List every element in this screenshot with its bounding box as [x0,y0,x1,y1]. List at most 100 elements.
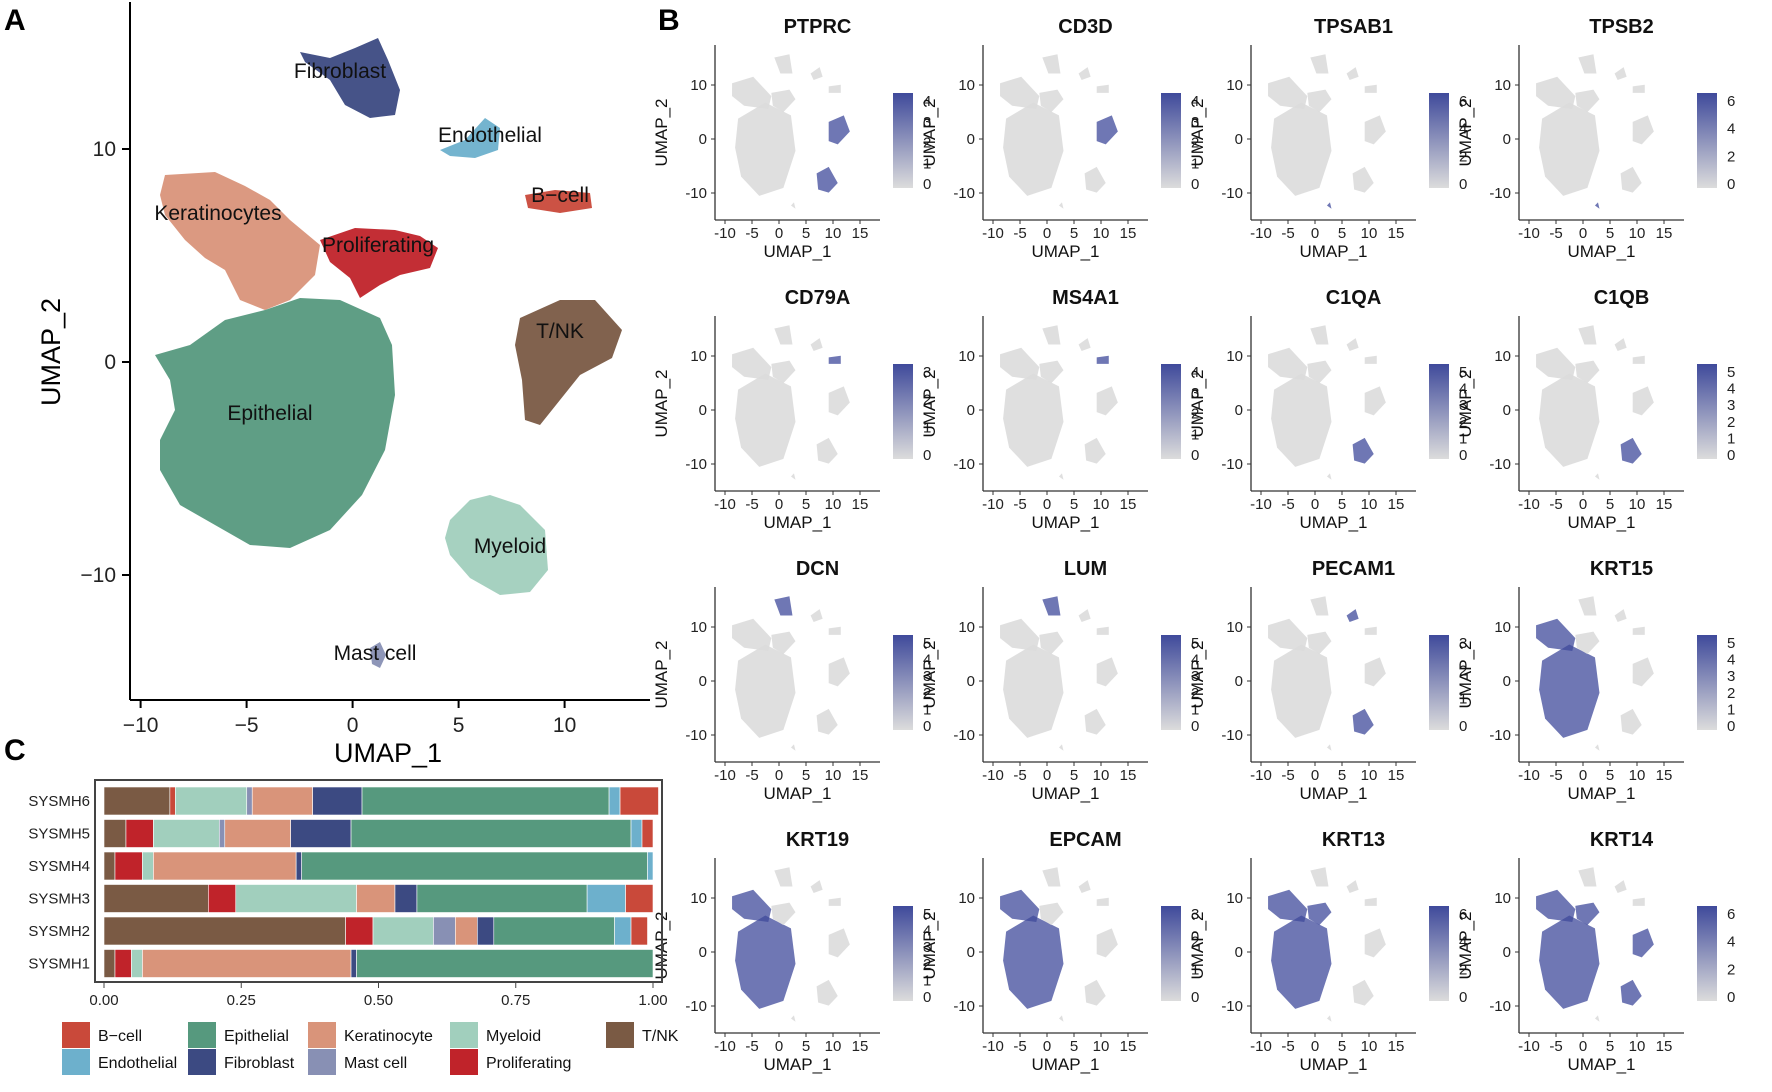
bar-segment [301,851,648,881]
color-scale-label: 2 [1191,934,1199,951]
feature-region-endo [1078,67,1091,80]
umap-x-ticks: −10 −5 0 5 10 [123,700,576,737]
feature-region-myeloid [816,979,838,1006]
bar-segment [372,916,434,946]
feature-region-bcell [1096,897,1109,906]
feature-region-mast [1326,744,1332,751]
color-scale-bar [1161,906,1181,1001]
bar-category-label: SYSMH2 [28,923,90,940]
feature-plot-title: MS4A1 [1052,287,1119,309]
feature-region-epi [735,915,796,1009]
feature-x-tick-label: 10 [1361,496,1378,513]
feature-region-myeloid [1084,166,1106,193]
feature-x-tick-label: 5 [1338,225,1346,242]
feature-region-fibro [1578,54,1597,74]
feature-region-prolif [771,89,796,113]
feature-region-bcell [1632,355,1645,364]
feature-x-tick-label: -10 [982,225,1004,242]
feature-x-tick-label: 5 [802,1038,810,1055]
feature-x-tick-label: -10 [1518,496,1540,513]
feature-region-endo [1614,609,1627,622]
feature-x-tick-label: -10 [1250,225,1272,242]
legend-label: Epithelial [224,1028,289,1045]
color-scale-label: 1 [1191,701,1199,718]
feature-region-kera [1268,76,1308,109]
feature-region-kera [1536,889,1576,922]
feature-y-tick-label: 10 [1494,890,1511,907]
bar-segment [356,949,654,978]
color-scale-label: 0 [1191,447,1199,464]
x-tick-label: −5 [235,714,259,737]
feature-x-tick-label: 5 [1606,767,1614,784]
feature-plot-title: KRT13 [1322,829,1385,851]
bar-segment [295,851,302,881]
feature-y-tick-label: 0 [967,673,975,690]
feature-x-tick-label: -5 [745,767,758,784]
feature-region-kera [732,347,772,380]
feature-region-bcell [1364,626,1377,635]
feature-x-tick-label: -10 [1518,1038,1540,1055]
feature-region-mast [1594,1015,1600,1022]
panel-letter-c: C [4,734,26,767]
legend-swatch [188,1022,216,1048]
feature-region-epi [1003,915,1064,1009]
feature-region-endo [1078,338,1091,351]
bar-segment [416,884,588,913]
color-scale-label: 6 [1459,93,1467,110]
cluster-label: Endothelial [438,124,542,147]
feature-x-tick-label: 15 [1388,225,1405,242]
color-scale-label: 4 [1727,934,1735,951]
feature-region-bcell [1364,84,1377,93]
feature-x-tick-label: 15 [852,496,869,513]
feature-x-tick-label: 0 [1311,767,1319,784]
feature-x-tick-label: 10 [1093,496,1110,513]
feature-x-tick-label: 15 [1656,225,1673,242]
feature-x-tick-label: 5 [1070,1038,1078,1055]
feature-y-title: UMAP_2 [1456,98,1475,166]
feature-x-tick-label: 10 [1629,225,1646,242]
bar-segment [345,916,374,946]
color-scale-label: 2 [1191,135,1199,152]
feature-x-tick-label: 15 [1120,1038,1137,1055]
feature-x-title: UMAP_1 [763,1055,831,1074]
color-scale-label: 4 [1727,381,1735,398]
feature-x-tick-label: -5 [745,225,758,242]
feature-region-bcell [1364,355,1377,364]
feature-x-tick-label: 10 [1093,225,1110,242]
feature-region-mast [1058,744,1064,751]
feature-y-tick-label: 10 [958,619,975,636]
bar-segment [290,819,352,848]
feature-region-endo [1346,67,1359,80]
feature-x-tick-label: -10 [714,496,736,513]
feature-x-tick-label: 10 [1361,1038,1378,1055]
cluster-label: Myeloid [474,535,546,558]
feature-x-tick-label: 5 [802,225,810,242]
color-scale-label: 0 [1459,989,1467,1006]
feature-y-tick-label: 10 [1226,348,1243,365]
feature-x-tick-label: 10 [1629,767,1646,784]
feature-region-prolif [771,902,796,926]
color-scale-label: 5 [923,906,931,923]
feature-y-tick-label: -10 [685,998,707,1015]
feature-region-endo [810,67,823,80]
color-scale-label: 0 [923,176,931,193]
feature-region-endo [1346,338,1359,351]
feature-x-tick-label: 5 [1338,496,1346,513]
feature-y-tick-label: 10 [690,77,707,94]
legend-label: Endothelial [98,1055,177,1072]
feature-y-tick-label: -10 [685,185,707,202]
feature-plot-title: C1QB [1594,287,1650,309]
feature-region-prolif [1307,360,1332,384]
y-tick-label: 10 [93,138,116,161]
color-scale-label: 5 [1727,635,1735,652]
feature-region-tnk [828,657,850,687]
bar-segment [235,884,357,913]
color-scale-label: 5 [1459,364,1467,381]
color-scale-label: 6 [1459,906,1467,923]
